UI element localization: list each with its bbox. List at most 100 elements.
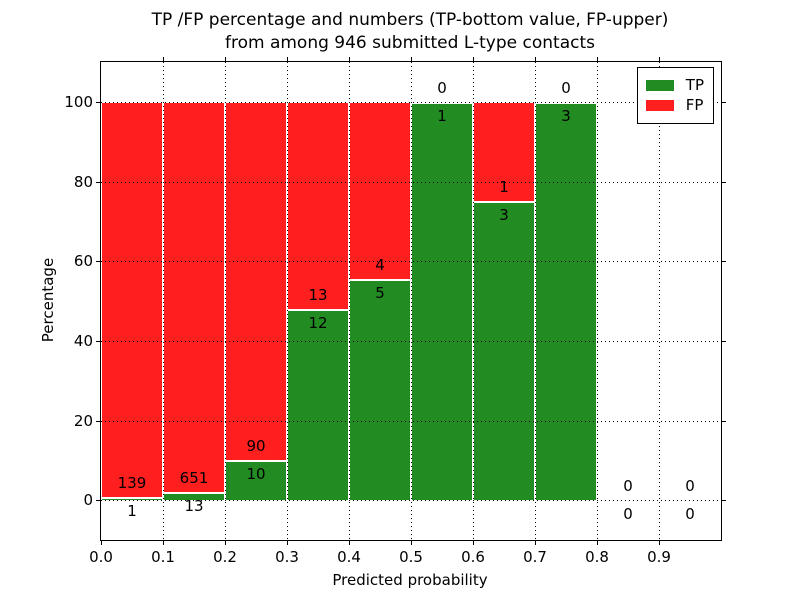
y-tick-mark-left <box>96 420 100 422</box>
legend-label-tp: TP <box>685 76 704 94</box>
legend-swatch-tp <box>645 80 674 91</box>
gridline-vertical <box>473 62 474 540</box>
legend: TP FP <box>636 67 714 124</box>
x-tick-label: 0.6 <box>461 548 485 566</box>
x-tick-mark-top <box>659 57 660 61</box>
tp-bar-segment <box>101 497 163 501</box>
fp-count-label: 0 <box>685 477 695 496</box>
legend-item-tp: TP <box>645 76 704 94</box>
tp-bar-segment <box>411 101 473 501</box>
x-tick-label: 0.0 <box>89 548 113 566</box>
gridline-vertical <box>411 62 412 540</box>
tp-count-label: 1 <box>127 502 137 521</box>
tp-count-label: 1 <box>437 106 447 125</box>
tp-count-label: 13 <box>184 497 204 516</box>
tp-count-label: 5 <box>375 283 385 302</box>
gridline-vertical <box>225 62 226 540</box>
fp-count-label: 651 <box>179 469 209 488</box>
tp-count-label: 0 <box>685 505 695 524</box>
x-tick-label: 0.2 <box>213 548 237 566</box>
gridline-vertical <box>163 62 164 540</box>
tp-count-label: 3 <box>561 106 571 125</box>
fp-count-label: 90 <box>246 437 266 456</box>
y-tick-mark-right <box>722 261 726 263</box>
x-tick-label: 0.3 <box>275 548 299 566</box>
y-tick-mark-right <box>722 181 726 183</box>
fp-count-label: 0 <box>437 78 447 97</box>
tp-bar-segment <box>349 278 411 501</box>
fp-count-label: 139 <box>117 474 147 493</box>
y-tick-mark-left <box>96 340 100 342</box>
fp-bar-segment <box>101 101 163 498</box>
y-tick-mark-right <box>722 101 726 103</box>
y-tick-label: 80 <box>73 172 93 191</box>
y-tick-label: 60 <box>73 252 93 271</box>
x-tick-label: 0.4 <box>337 548 361 566</box>
x-axis-label: Predicted probability <box>332 571 488 589</box>
chart-title-line1: TP /FP percentage and numbers (TP-bottom… <box>151 10 669 30</box>
fp-bar-segment <box>349 101 411 279</box>
tp-count-label: 10 <box>246 465 266 484</box>
x-tick-mark-bottom <box>659 541 660 545</box>
x-tick-mark-top <box>597 57 598 61</box>
x-tick-mark-top <box>163 57 164 61</box>
y-tick-mark-right <box>722 340 726 342</box>
x-tick-mark-top <box>225 57 226 61</box>
x-tick-mark-top <box>287 57 288 61</box>
gridline-vertical <box>659 62 660 540</box>
x-tick-label: 0.8 <box>585 548 609 566</box>
tp-bar-segment <box>287 308 349 501</box>
x-tick-mark-bottom <box>473 541 474 545</box>
fp-count-label: 1 <box>499 178 509 197</box>
x-tick-mark-bottom <box>349 541 350 545</box>
fp-bar-segment <box>163 101 225 493</box>
x-tick-mark-bottom <box>287 541 288 545</box>
tp-bar-segment <box>473 201 535 501</box>
x-tick-mark-bottom <box>225 541 226 545</box>
y-tick-label: 100 <box>64 92 93 111</box>
gridline-vertical <box>287 62 288 540</box>
x-tick-mark-bottom <box>163 541 164 545</box>
fp-bar-segment <box>287 101 349 309</box>
fp-count-label: 0 <box>623 477 633 496</box>
y-tick-mark-left <box>96 261 100 263</box>
tp-bar-segment <box>535 101 597 501</box>
fp-bar-segment <box>225 101 287 461</box>
x-tick-label: 0.5 <box>399 548 423 566</box>
x-tick-mark-top <box>411 57 412 61</box>
x-tick-mark-top <box>349 57 350 61</box>
x-tick-label: 0.1 <box>151 548 175 566</box>
x-tick-mark-bottom <box>101 541 102 545</box>
y-tick-mark-left <box>96 500 100 502</box>
x-tick-mark-bottom <box>411 541 412 545</box>
x-tick-mark-top <box>535 57 536 61</box>
chart-title-line2: from among 946 submitted L-type contacts <box>224 33 595 53</box>
y-tick-label: 0 <box>83 491 93 510</box>
legend-label-fp: FP <box>685 96 704 114</box>
tp-count-label: 0 <box>623 505 633 524</box>
legend-swatch-fp <box>645 100 674 111</box>
fp-count-label: 0 <box>561 78 571 97</box>
fp-count-label: 4 <box>375 255 385 274</box>
y-tick-label: 20 <box>73 411 93 430</box>
y-tick-mark-right <box>722 420 726 422</box>
gridline-vertical <box>597 62 598 540</box>
gridline-vertical <box>535 62 536 540</box>
y-tick-mark-left <box>96 101 100 103</box>
plot-area: 139 1 651 13 90 10 13 12 4 5 0 1 1 3 0 3 0 0 0 0 0 20 40 60 80 1… <box>64 57 726 566</box>
y-axis-label: Percentage <box>39 257 57 343</box>
tp-bar-segment <box>225 460 287 501</box>
x-tick-mark-top <box>473 57 474 61</box>
fp-count-label: 13 <box>308 286 328 305</box>
x-tick-label: 0.7 <box>523 548 547 566</box>
x-tick-mark-bottom <box>535 541 536 545</box>
x-tick-label: 0.9 <box>647 548 671 566</box>
y-tick-mark-right <box>722 500 726 502</box>
x-tick-mark-bottom <box>597 541 598 545</box>
tp-count-label: 12 <box>308 313 328 332</box>
y-tick-mark-left <box>96 181 100 183</box>
legend-item-fp: FP <box>645 96 704 114</box>
y-tick-label: 40 <box>73 331 93 350</box>
tp-count-label: 3 <box>499 206 509 225</box>
